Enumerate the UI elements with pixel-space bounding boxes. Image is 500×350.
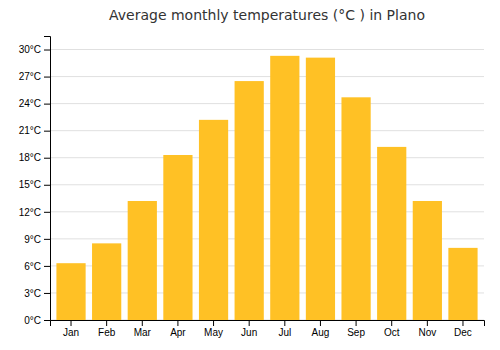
y-tick-mark [44, 185, 50, 186]
x-tick-label: Aug [312, 327, 330, 338]
y-tick-label: 24°C [19, 98, 41, 109]
x-tick-mark [71, 320, 72, 326]
x-tick-label: Feb [98, 327, 116, 338]
x-tick-mark [106, 320, 107, 326]
x-tick: Jun [241, 320, 257, 338]
x-tick-mark [177, 320, 178, 326]
y-tick: 24°C [19, 98, 50, 109]
grid-line [50, 76, 484, 77]
y-tick-mark [44, 212, 50, 213]
y-tick-mark [44, 266, 50, 267]
y-tick-mark [44, 131, 50, 132]
x-tick-label: Oct [384, 327, 400, 338]
x-tick-label: Sep [347, 327, 365, 338]
grid-line [50, 49, 484, 50]
x-tick: Sep [347, 320, 365, 338]
x-tick-label: Dec [454, 327, 472, 338]
y-tick: 27°C [19, 71, 50, 82]
x-tick: Jan [63, 320, 79, 338]
grid-line [50, 103, 484, 104]
y-tick: 18°C [19, 152, 50, 163]
x-tick: May [204, 320, 223, 338]
x-tick-label: Jul [278, 327, 291, 338]
y-tick: 6°C [24, 261, 50, 272]
x-tick-mark [213, 320, 214, 326]
x-tick-mark [249, 320, 250, 326]
y-tick: 0°C [24, 315, 50, 326]
x-tick-mark [427, 320, 428, 326]
grid [50, 50, 484, 320]
grid-line [50, 184, 484, 185]
x-tick-mark [142, 320, 143, 326]
bar [56, 263, 85, 320]
x-tick: Feb [98, 320, 116, 338]
x-tick-label: Mar [134, 327, 152, 338]
x-tick-label: Nov [418, 327, 436, 338]
y-tick-label: 27°C [19, 71, 41, 82]
grid-line [50, 157, 484, 158]
x-tick-label: Jun [241, 327, 257, 338]
x-tick-mark [391, 320, 392, 326]
plot-area: 0°C 3°C 6°C 9°C 12°C 15°C 18°C 21°C 24°C 27°C 30°C… [19, 37, 485, 339]
x-tick-mark [284, 320, 285, 326]
bars [56, 56, 477, 320]
y-tick: 9°C [24, 234, 50, 245]
bar [413, 201, 442, 320]
y-tick-mark [44, 293, 50, 294]
chart-svg: Average monthly temperatures (°C ) in Pl… [0, 0, 500, 350]
x-axis: Jan Feb Mar Apr May Jun Jul Aug Sep Oct Nov Dec [51, 320, 485, 338]
bar [128, 201, 157, 320]
bar [341, 97, 370, 320]
y-tick-label: 3°C [24, 288, 41, 299]
y-tick-label: 21°C [19, 125, 41, 136]
x-tick-label: Apr [170, 327, 186, 338]
y-tick-mark [44, 104, 50, 105]
x-tick: Dec [454, 320, 472, 338]
bar [448, 248, 477, 320]
y-axis: 0°C 3°C 6°C 9°C 12°C 15°C 18°C 21°C 24°C 27°C 30°C [19, 37, 51, 326]
x-tick: Apr [170, 320, 186, 338]
y-tick-label: 0°C [24, 315, 41, 326]
y-tick-mark [44, 320, 50, 321]
bar [199, 120, 228, 320]
y-tick: 21°C [19, 125, 50, 136]
y-tick-label: 30°C [19, 44, 41, 55]
y-tick-label: 12°C [19, 207, 41, 218]
x-tick: Aug [312, 320, 330, 338]
y-tick: 30°C [19, 44, 50, 55]
bar [163, 155, 192, 320]
bar [270, 56, 299, 320]
bar [377, 147, 406, 320]
y-tick-label: 6°C [24, 261, 41, 272]
y-axis-line [44, 37, 51, 321]
y-tick: 3°C [24, 288, 50, 299]
x-axis-line [51, 321, 485, 327]
y-tick-mark [44, 77, 50, 78]
chart-container: Average monthly temperatures (°C ) in Pl… [0, 0, 500, 350]
x-tick-mark [462, 320, 463, 326]
x-tick-mark [320, 320, 321, 326]
y-tick-label: 9°C [24, 234, 41, 245]
y-tick: 15°C [19, 179, 50, 190]
x-tick: Oct [384, 320, 400, 338]
x-tick-label: May [204, 327, 223, 338]
bar [306, 58, 335, 320]
y-tick-label: 18°C [19, 152, 41, 163]
y-tick-mark [44, 239, 50, 240]
chart-title: Average monthly temperatures (°C ) in Pl… [109, 7, 425, 23]
x-tick-mark [356, 320, 357, 326]
y-tick-label: 15°C [19, 179, 41, 190]
x-tick: Jul [278, 320, 291, 338]
grid-line [50, 130, 484, 131]
y-tick-mark [44, 158, 50, 159]
bar [235, 81, 264, 320]
bar [92, 243, 121, 320]
y-tick-mark [44, 50, 50, 51]
x-tick: Mar [134, 320, 152, 338]
y-tick: 12°C [19, 207, 50, 218]
x-tick-label: Jan [63, 327, 79, 338]
x-tick: Nov [418, 320, 436, 338]
